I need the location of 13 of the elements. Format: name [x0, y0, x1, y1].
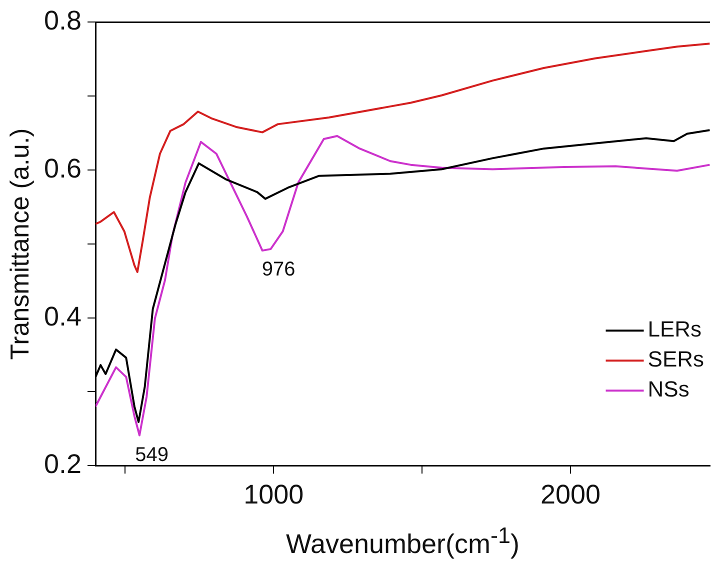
legend-label: SERs [648, 346, 704, 372]
x-axis-title: Wavenumber(cm$^{-1}$) [284, 522, 521, 561]
annotation: 976 [262, 258, 296, 280]
legend-label: LERs [648, 316, 702, 342]
legend-label: NSs [648, 376, 690, 402]
annotation: 549 [135, 444, 168, 466]
y-axis-title: Transmittance (a.u.) [4, 128, 36, 360]
y-tick-label: 0.6 [44, 153, 82, 184]
x-tick-label: 1000 [244, 479, 304, 510]
y-tick-label: 0.8 [44, 6, 82, 36]
y-tick-label: 0.2 [44, 449, 82, 480]
x-tick-label: 2000 [540, 479, 601, 510]
y-tick-label: 0.4 [44, 301, 82, 332]
